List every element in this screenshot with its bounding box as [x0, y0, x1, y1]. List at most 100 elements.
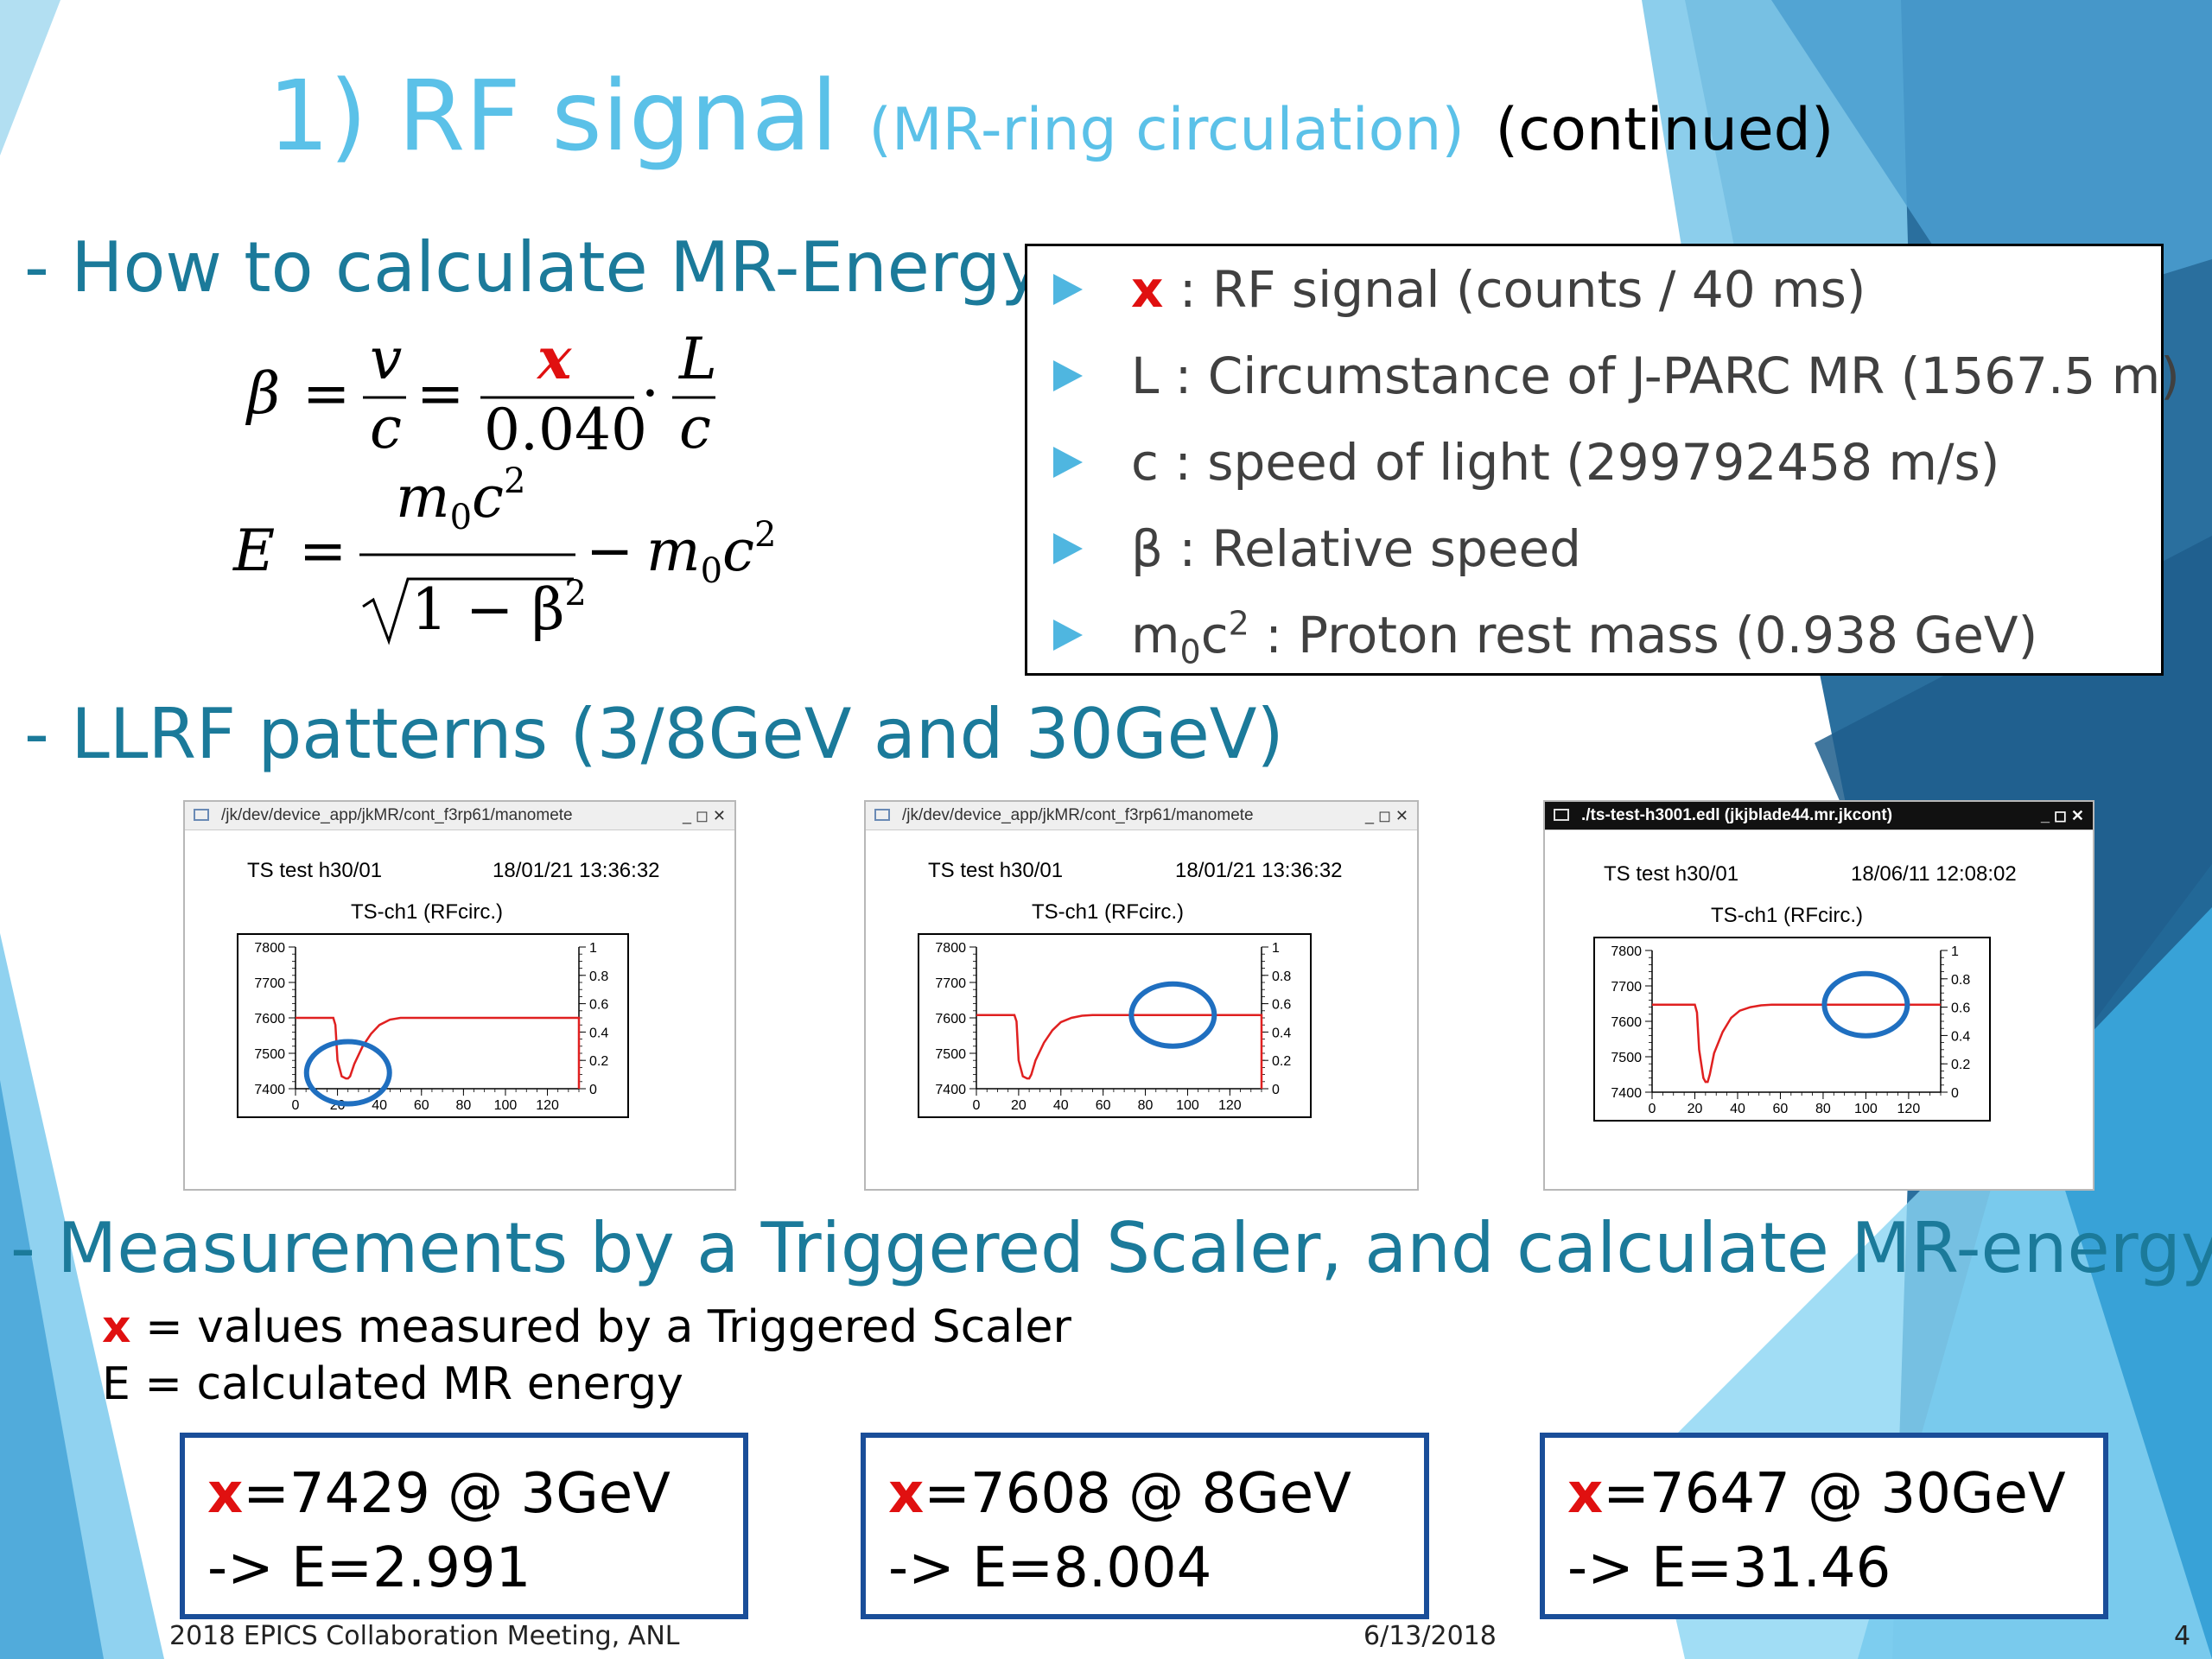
definition-x: x : RF signal (counts / 40 ms) — [1027, 246, 2161, 333]
formula-eq2: = — [416, 360, 464, 427]
footer-date: 6/13/2018 — [1363, 1621, 1497, 1651]
llrf-window-8gev: /jk/dev/device_app/jkMR/cont_f3rp61/mano… — [864, 800, 1419, 1191]
variable-definitions-box: x : RF signal (counts / 40 ms) L : Circu… — [1025, 244, 2180, 678]
plot-frame: 7800 7700 7600 7500 7400 1 0.8 0.6 0.4 0.2 0 0 20 40 6… — [1593, 937, 1991, 1135]
y-tick-label: 7700 — [254, 976, 285, 991]
definition-m0c2: m0c2 : Proton rest mass (0.938 GeV) — [1027, 592, 2161, 678]
result-box-3gev: x=7429 @ 3GeV -> E=2.991 — [180, 1433, 748, 1619]
formula-c1: c — [370, 395, 402, 461]
window-titlebar[interactable]: /jk/dev/device_app/jkMR/cont_f3rp61/mano… — [185, 802, 734, 830]
x-tick-label: 40 — [372, 1098, 387, 1113]
x-tick-label: 80 — [1138, 1098, 1154, 1113]
energy-formula: β = v c = x 0.040 · L c E = m0c2 1 − β2 … — [232, 325, 776, 645]
llrf-window-3gev: /jk/dev/device_app/jkMR/cont_f3rp61/mano… — [183, 800, 736, 1191]
x-tick-label: 60 — [1773, 1102, 1789, 1116]
x-tick-label: 100 — [494, 1098, 518, 1113]
bullet-arrow-icon — [1053, 533, 1083, 564]
result-box-30gev: x=7647 @ 30GeV -> E=31.46 — [1540, 1433, 2108, 1619]
window-icon — [194, 809, 209, 821]
title-sub: (MR-ring circulation) — [868, 96, 1465, 164]
rf-signal-line — [296, 1016, 581, 1089]
highlight-circle — [1128, 981, 1217, 1049]
rf-signal-line — [1652, 1003, 1941, 1084]
formula-v: v — [370, 326, 402, 392]
highlight-circle — [1821, 970, 1910, 1039]
test-label: TS test h30/01 — [247, 859, 383, 882]
timestamp: 18/06/11 12:08:02 — [1851, 862, 2017, 886]
definition-L: L : Circumstance of J-PARC MR (1567.5 m) — [1027, 333, 2180, 419]
x-tick-label: 40 — [1053, 1098, 1069, 1113]
formula-x: x — [536, 325, 572, 392]
formula-eq1: = — [302, 360, 350, 427]
window-controls[interactable]: _ ◻ ✕ — [2040, 807, 2084, 824]
y-tick-label: 7800 — [254, 941, 285, 956]
x-tick-label: 20 — [1011, 1098, 1027, 1113]
slide-title: 1) RF signal (MR-ring circulation) (cont… — [268, 60, 1834, 173]
result-line2: -> E=31.46 — [1567, 1536, 1891, 1600]
window-icon — [1554, 809, 1569, 821]
definition-c: c : speed of light (299792458 m/s) — [1027, 419, 2161, 505]
y2-tick-label: 0.8 — [589, 969, 608, 984]
measurements-heading: - Measurements by a Triggered Scaler, an… — [10, 1208, 2212, 1288]
bullet-arrow-icon — [1053, 620, 1083, 651]
window-icon — [874, 809, 890, 821]
y2-tick-label: 0.4 — [589, 1026, 608, 1040]
y-tick-label: 7800 — [1611, 944, 1642, 959]
formula-minus: − — [586, 518, 633, 584]
x-tick-label: 80 — [455, 1098, 471, 1113]
result-line1: x=7647 @ 30GeV — [1567, 1462, 2066, 1526]
desc-x: x = values measured by a Triggered Scale… — [102, 1301, 1071, 1353]
y-tick-label: 7800 — [935, 941, 966, 956]
y-tick-label: 7400 — [254, 1083, 285, 1097]
chart-title: TS-ch1 (RFcirc.) — [1711, 904, 1863, 927]
formula-c2: c — [679, 395, 711, 461]
desc-E: E = calculated MR energy — [102, 1358, 683, 1410]
y-tick-label: 7600 — [1611, 1015, 1642, 1030]
x-tick-label: 60 — [1096, 1098, 1111, 1113]
y2-tick-label: 0.6 — [1951, 1001, 1970, 1016]
timestamp: 18/01/21 13:36:32 — [493, 859, 660, 882]
result-line2: -> E=8.004 — [888, 1536, 1212, 1600]
llrf-window-30gev: ./ts-test-h3001.edl (jkjblade44.mr.jkcon… — [1543, 800, 2094, 1191]
window-titlebar[interactable]: ./ts-test-h3001.edl (jkjblade44.mr.jkcon… — [1545, 802, 2093, 830]
x-tick-label: 20 — [1688, 1102, 1703, 1116]
y2-tick-label: 1 — [1272, 941, 1280, 956]
footer-conference: 2018 EPICS Collaboration Meeting, ANL — [169, 1621, 680, 1651]
y2-tick-label: 0.4 — [1272, 1026, 1291, 1040]
result-line2: -> E=2.991 — [207, 1536, 531, 1600]
highlight-circle — [303, 1039, 392, 1107]
chart-title: TS-ch1 (RFcirc.) — [351, 900, 503, 924]
y-tick-label: 7600 — [935, 1012, 966, 1027]
x-tick-label: 80 — [1815, 1102, 1831, 1116]
llrf-heading: - LLRF patterns (3/8GeV and 30GeV) — [24, 694, 1284, 774]
plot-frame: 7800 7700 7600 7500 7400 1 0.8 0.6 0.4 0.2 0 0 20 40 6… — [237, 933, 629, 1132]
formula-eq3: = — [299, 518, 346, 584]
y-tick-label: 7500 — [254, 1047, 285, 1062]
formula-beta: β — [245, 360, 280, 427]
x-tick-label: 120 — [1218, 1098, 1242, 1113]
y2-tick-label: 0.2 — [589, 1054, 608, 1069]
y2-tick-label: 0.8 — [1272, 969, 1291, 984]
title-suffix: (continued) — [1495, 96, 1834, 164]
window-controls[interactable]: _ ◻ ✕ — [682, 807, 726, 824]
title-main: 1) RF signal — [268, 60, 838, 173]
y2-tick-label: 0 — [589, 1083, 597, 1097]
timestamp: 18/01/21 13:36:32 — [1175, 859, 1343, 882]
window-controls[interactable]: _ ◻ ✕ — [1364, 807, 1408, 824]
y2-tick-label: 0.2 — [1272, 1054, 1291, 1069]
y2-tick-label: 0 — [1272, 1083, 1280, 1097]
formula-dot: · — [641, 360, 659, 427]
window-titlebar[interactable]: /jk/dev/device_app/jkMR/cont_f3rp61/mano… — [866, 802, 1417, 830]
formula-m0c2-num: m0c2 — [396, 461, 525, 537]
y2-tick-label: 0.6 — [1272, 998, 1291, 1013]
bullet-arrow-icon — [1053, 360, 1083, 391]
y2-tick-label: 0.8 — [1951, 973, 1970, 988]
bullet-arrow-icon — [1053, 447, 1083, 478]
formula-E: E — [232, 518, 275, 584]
chart-title: TS-ch1 (RFcirc.) — [1032, 900, 1184, 924]
y-tick-label: 7700 — [935, 976, 966, 991]
plot-frame: 7800 7700 7600 7500 7400 1 0.8 0.6 0.4 0.2 0 0 20 40 6… — [918, 933, 1312, 1132]
result-box-8gev: x=7608 @ 8GeV -> E=8.004 — [861, 1433, 1429, 1619]
